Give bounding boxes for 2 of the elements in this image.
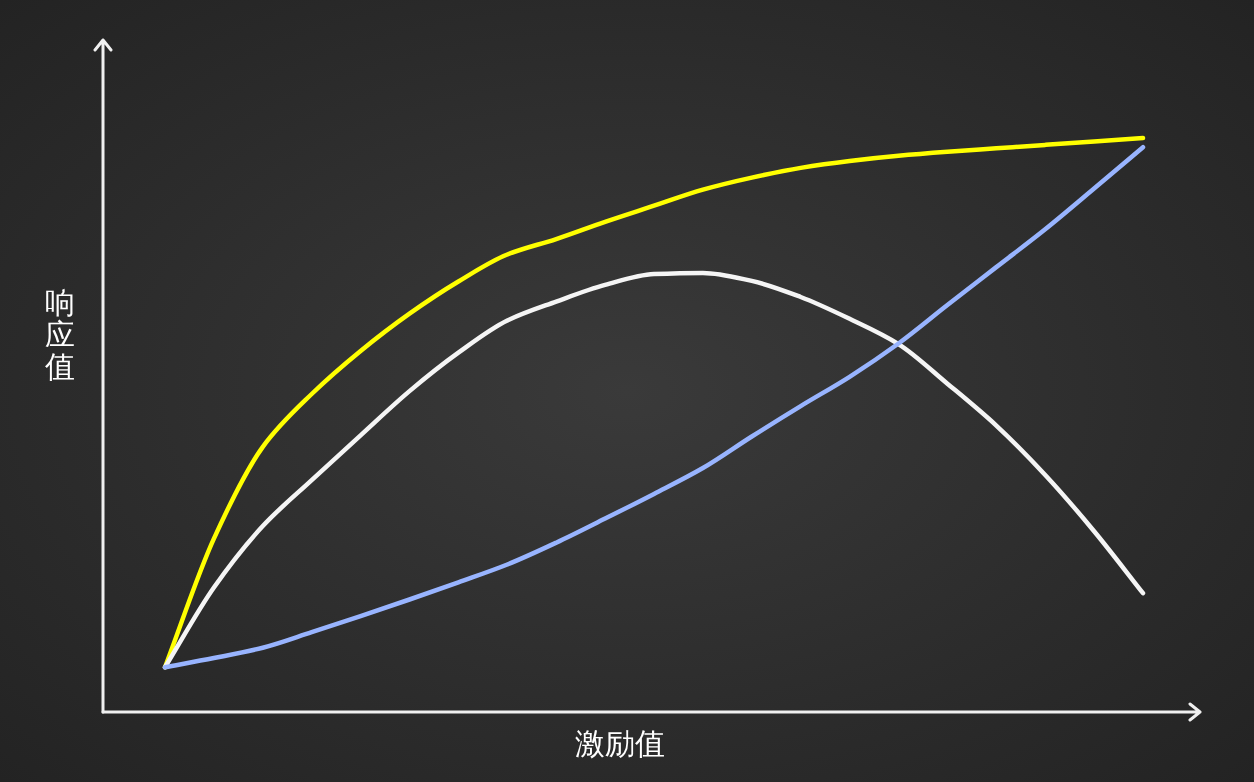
xlabel: 激励值 (575, 726, 665, 761)
ylabel: 响应值 (45, 285, 75, 384)
